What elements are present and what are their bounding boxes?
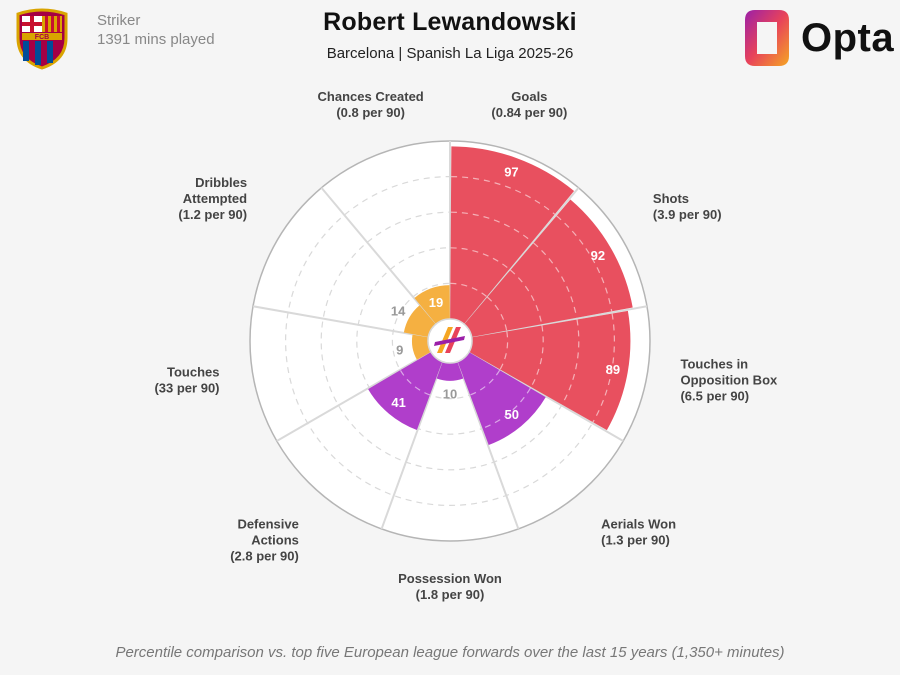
segment-divider <box>471 305 648 339</box>
metric-label-line: (3.9 per 90) <box>653 207 722 222</box>
metric-bar <box>403 305 436 338</box>
bar-grid-ring <box>450 211 533 243</box>
club-badge-icon: FCB <box>16 8 68 70</box>
bar-grid-ring <box>450 282 488 298</box>
player-position: Striker <box>97 12 141 29</box>
bar-grid-ring <box>592 313 615 423</box>
bar-grid-ring <box>486 296 508 331</box>
metric-label-line: Touches <box>167 364 220 379</box>
metric-label-line: (0.84 per 90) <box>491 105 567 120</box>
metric-value-label: 92 <box>591 248 605 263</box>
bar-grid-ring <box>451 176 556 215</box>
player-meta: Striker 1391 mins played <box>97 11 215 49</box>
metric-bar <box>436 361 464 381</box>
bar-grid-ring <box>499 331 509 370</box>
metric-value-label: 9 <box>396 342 403 357</box>
brand-logo: Opta <box>735 6 895 70</box>
radar-bars <box>368 146 633 446</box>
bar-grid-ring <box>510 269 543 325</box>
segment-divider <box>320 187 437 325</box>
metric-label-line: (6.5 per 90) <box>680 388 749 403</box>
metric-label-line: (2.8 per 90) <box>230 549 299 564</box>
metric-value-label: 89 <box>606 362 620 377</box>
opta-logo-icon <box>745 10 789 66</box>
bar-grid-ring <box>533 242 578 318</box>
metric-label: Shots(3.9 per 90) <box>653 191 722 222</box>
metric-label: Chances Created(0.8 per 90) <box>318 89 424 120</box>
bar-grid-ring <box>556 215 613 312</box>
segment-divider <box>468 351 624 442</box>
bar-grid-ring <box>469 369 501 396</box>
segment-divider <box>380 361 444 530</box>
metric-label-line: (1.3 per 90) <box>601 533 670 548</box>
metric-value-label: 97 <box>504 165 518 180</box>
metric-label-line: Attempted <box>183 191 247 206</box>
metric-label-line: Touches in <box>680 356 748 371</box>
metric-value-label: 14 <box>391 304 406 319</box>
segment-divider <box>463 187 580 325</box>
metric-label-line: Actions <box>251 533 299 548</box>
metric-bar <box>368 352 443 431</box>
title-block: Robert Lewandowski Barcelona | Spanish L… <box>0 8 900 62</box>
metric-label-line: Shots <box>653 191 689 206</box>
percentile-radar-chart: 97 92 89 50 10 41 9 14 19 Goals(0.84 per 90) Shot… <box>154 89 778 602</box>
metric-bar <box>450 146 575 325</box>
metric-label: Goals(0.84 per 90) <box>491 89 567 120</box>
metric-label-line: Chances Created <box>318 89 424 104</box>
metric-bar <box>469 310 631 431</box>
metric-bar <box>411 334 431 360</box>
bar-grid-ring <box>561 319 580 405</box>
footnote: Percentile comparison vs. top five Europ… <box>115 644 785 661</box>
radar-overlay <box>399 176 615 429</box>
segment-divider <box>456 361 520 530</box>
metric-label-line: (1.8 per 90) <box>416 587 485 602</box>
metric-value-label: 41 <box>391 395 405 410</box>
bar-grid-ring <box>450 247 510 270</box>
svg-text:FCB: FCB <box>35 34 49 41</box>
player-name: Robert Lewandowski <box>323 8 577 36</box>
metric-label: Touches(33 per 90) <box>154 364 219 395</box>
metric-bar <box>457 352 546 446</box>
metric-label-line: Opposition Box <box>680 372 778 387</box>
opta-mark-icon <box>434 327 465 353</box>
player-subtitle: Barcelona | Spanish La Liga 2025-26 <box>326 45 574 62</box>
metric-label-line: (0.8 per 90) <box>336 105 405 120</box>
metric-label-line: Aerials Won <box>601 517 676 532</box>
segment-divider <box>252 305 429 339</box>
bar-grid-ring <box>399 369 431 396</box>
metric-bar <box>414 285 450 325</box>
metric-value-label: 50 <box>504 407 518 422</box>
metric-label: Aerials Won(1.3 per 90) <box>601 517 676 548</box>
metric-label: Possession Won(1.8 per 90) <box>398 571 502 602</box>
bar-grid-ring <box>530 325 544 388</box>
radar-value-labels: 97 92 89 50 10 41 9 14 19 <box>391 165 620 422</box>
metric-value-label: 19 <box>429 295 443 310</box>
metric-label-line: (33 per 90) <box>154 380 219 395</box>
metric-bar <box>464 199 633 338</box>
metric-label-line: Possession Won <box>398 571 502 586</box>
minutes-played: 1391 mins played <box>97 31 215 48</box>
bar-grid-ring <box>482 387 531 429</box>
segment-divider <box>276 351 432 442</box>
radar-center <box>427 318 473 364</box>
radar-metric-labels: Goals(0.84 per 90) Shots(3.9 per 90) Touch… <box>154 89 778 602</box>
metric-label-line: Defensive <box>237 517 298 532</box>
metric-value-label: 10 <box>443 386 457 401</box>
metric-label-line: (1.2 per 90) <box>178 207 247 222</box>
metric-label-line: Dribbles <box>195 175 247 190</box>
metric-label-line: Goals <box>511 89 547 104</box>
brand-name: Opta <box>801 16 895 60</box>
